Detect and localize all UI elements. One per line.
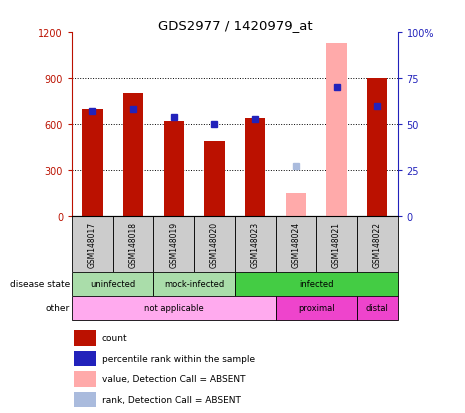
Text: GSM148019: GSM148019 [169, 221, 178, 267]
Text: other: other [46, 304, 70, 313]
Text: GSM148018: GSM148018 [129, 221, 138, 267]
Bar [72, 216, 113, 272]
Bar [74, 351, 97, 366]
Bar [72, 272, 153, 296]
Text: GSM148021: GSM148021 [332, 221, 341, 267]
Text: GSM148024: GSM148024 [292, 221, 300, 267]
Bar [72, 296, 275, 320]
Text: rank, Detection Call = ABSENT: rank, Detection Call = ABSENT [102, 394, 240, 404]
Bar [367, 79, 387, 216]
Bar [245, 119, 266, 216]
Text: value, Detection Call = ABSENT: value, Detection Call = ABSENT [102, 374, 245, 383]
Bar [275, 216, 316, 272]
Bar [113, 216, 153, 272]
Bar [235, 272, 398, 296]
Bar [235, 216, 275, 272]
Bar [194, 216, 235, 272]
Text: percentile rank within the sample: percentile rank within the sample [102, 354, 255, 363]
Text: GSM148020: GSM148020 [210, 221, 219, 267]
Text: mock-infected: mock-infected [164, 280, 224, 289]
Bar [74, 371, 97, 387]
Bar [357, 296, 398, 320]
Bar [82, 109, 103, 216]
Bar [74, 392, 97, 407]
Bar [316, 216, 357, 272]
Text: uninfected: uninfected [90, 280, 135, 289]
Text: GSM148022: GSM148022 [373, 221, 382, 267]
Bar [123, 94, 143, 216]
Bar [286, 193, 306, 216]
Text: GSM148023: GSM148023 [251, 221, 259, 267]
Bar [204, 142, 225, 216]
Text: proximal: proximal [298, 304, 334, 313]
Title: GDS2977 / 1420979_at: GDS2977 / 1420979_at [158, 19, 312, 32]
Text: disease state: disease state [9, 280, 70, 289]
Text: not applicable: not applicable [144, 304, 204, 313]
Bar [275, 296, 357, 320]
Bar [153, 216, 194, 272]
Bar [74, 330, 97, 346]
Text: distal: distal [366, 304, 389, 313]
Bar [164, 122, 184, 216]
Text: count: count [102, 333, 127, 342]
Bar [357, 216, 398, 272]
Bar [153, 272, 235, 296]
Text: GSM148017: GSM148017 [88, 221, 97, 267]
Text: infected: infected [299, 280, 333, 289]
Bar [326, 44, 347, 216]
